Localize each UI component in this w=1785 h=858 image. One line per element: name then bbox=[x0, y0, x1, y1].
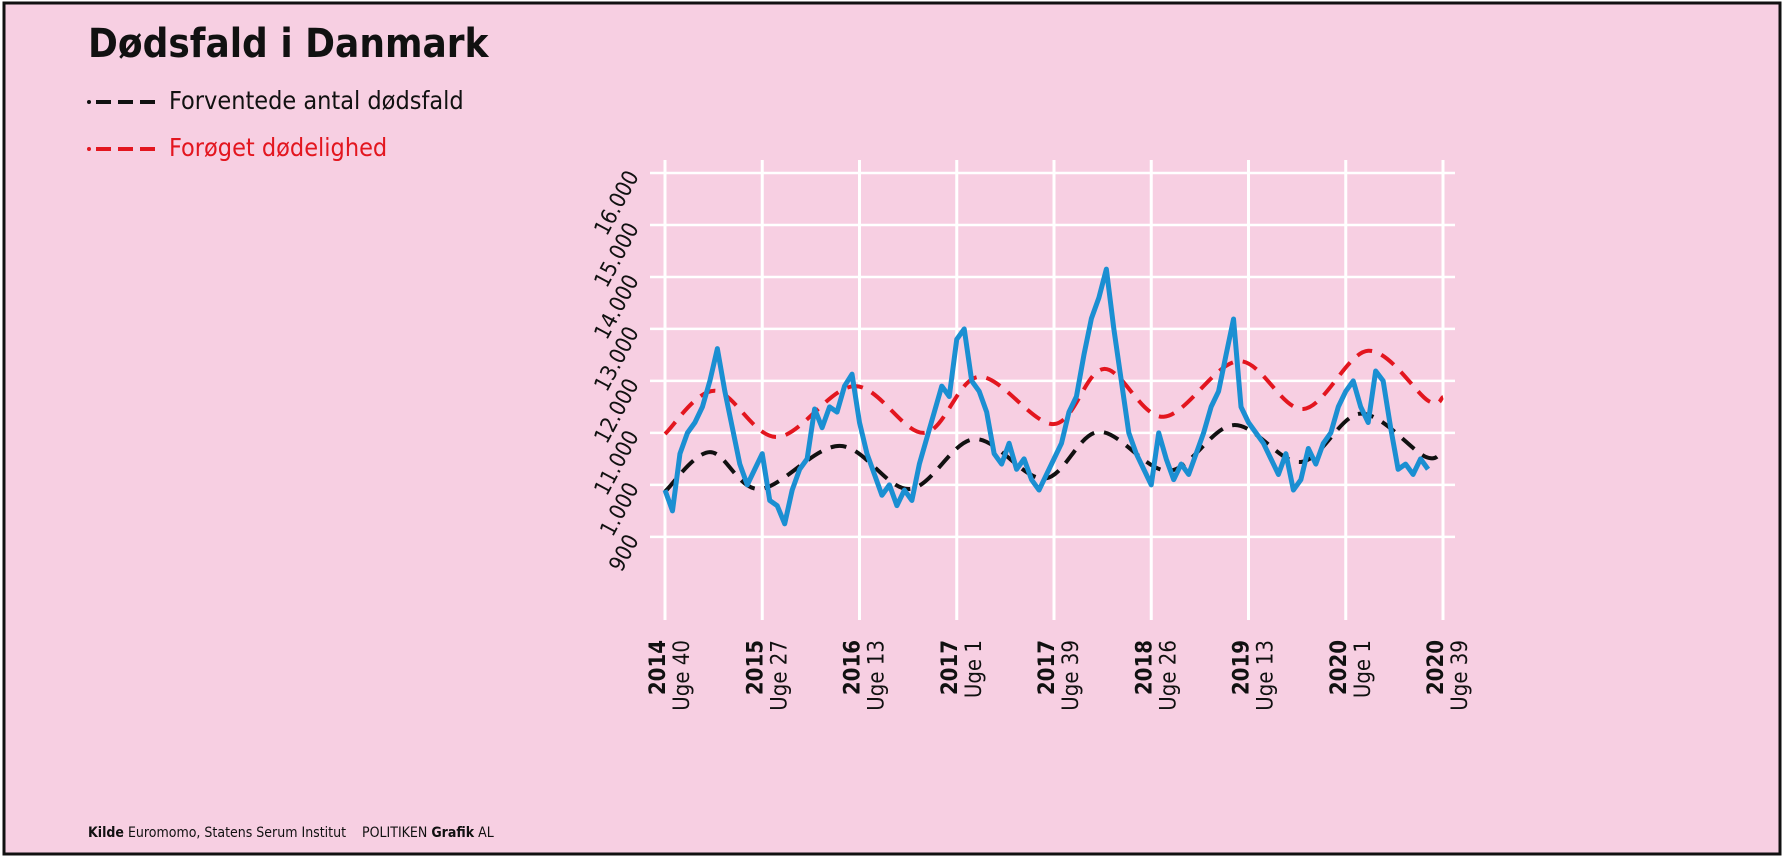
footer-brand: POLITIKEN bbox=[362, 825, 427, 841]
x-tick-label: 2020 bbox=[1424, 640, 1449, 695]
x-tick-sublabel: Uge 1 bbox=[962, 640, 987, 698]
x-tick-sublabel: Uge 40 bbox=[670, 640, 695, 711]
x-tick-sublabel: Uge 39 bbox=[1448, 640, 1473, 711]
grid bbox=[650, 160, 1455, 620]
x-tick-label: 2019 bbox=[1230, 640, 1255, 695]
series-line bbox=[663, 411, 1445, 494]
x-tick-label: 2015 bbox=[743, 640, 768, 695]
x-tick-label: 2014 bbox=[646, 640, 671, 695]
x-tick-sublabel: Uge 39 bbox=[1059, 640, 1084, 711]
footer-source: Euromomo, Statens Serum Institut bbox=[128, 825, 346, 841]
series-line bbox=[662, 266, 1431, 527]
x-tick-sublabel: Uge 26 bbox=[1156, 640, 1181, 711]
x-tick-label: 2018 bbox=[1132, 640, 1157, 695]
footer: Kilde Euromomo, Statens Serum Institut PO… bbox=[88, 825, 494, 841]
footer-source-label: Kilde bbox=[88, 825, 124, 841]
chart-title: Dødsfald i Danmark bbox=[88, 21, 489, 67]
legend-label: Forøget dødelighed bbox=[169, 133, 387, 162]
x-tick-sublabel: Uge 27 bbox=[767, 640, 792, 711]
legend-dot bbox=[87, 147, 91, 151]
x-tick-label: 2020 bbox=[1327, 640, 1352, 695]
x-tick-label: 2016 bbox=[841, 640, 866, 695]
footer-brand-bold: Grafik bbox=[431, 825, 474, 841]
legend-dot bbox=[87, 100, 91, 104]
legend: Forventede antal dødsfald Forøget dødelig… bbox=[87, 86, 464, 162]
x-tick-label: 2017 bbox=[1035, 640, 1060, 695]
x-tick-sublabel: Uge 13 bbox=[1254, 640, 1279, 711]
legend-label: Forventede antal dødsfald bbox=[169, 86, 464, 115]
plot bbox=[662, 266, 1445, 527]
footer-initials: AL bbox=[478, 825, 494, 841]
x-tick-label: 2017 bbox=[938, 640, 963, 695]
x-tick-sublabel: Uge 1 bbox=[1351, 640, 1376, 698]
x-tick-sublabel: Uge 13 bbox=[865, 640, 890, 711]
